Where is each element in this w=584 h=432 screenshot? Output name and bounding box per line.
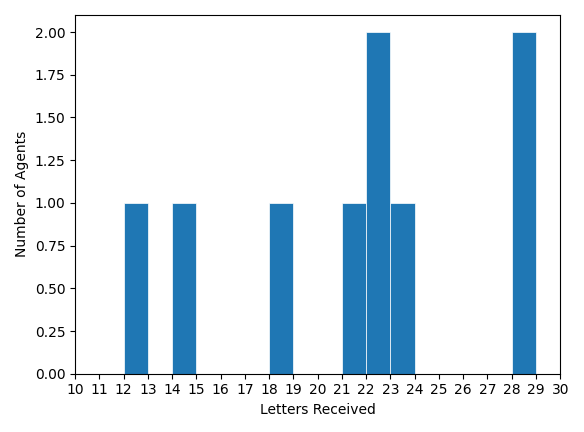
Bar xyxy=(342,203,366,374)
Bar xyxy=(172,203,196,374)
Y-axis label: Number of Agents: Number of Agents xyxy=(15,131,29,257)
X-axis label: Letters Received: Letters Received xyxy=(260,403,376,417)
Bar xyxy=(269,203,293,374)
Bar xyxy=(391,203,415,374)
Bar xyxy=(366,32,391,374)
Bar xyxy=(124,203,148,374)
Bar xyxy=(512,32,536,374)
